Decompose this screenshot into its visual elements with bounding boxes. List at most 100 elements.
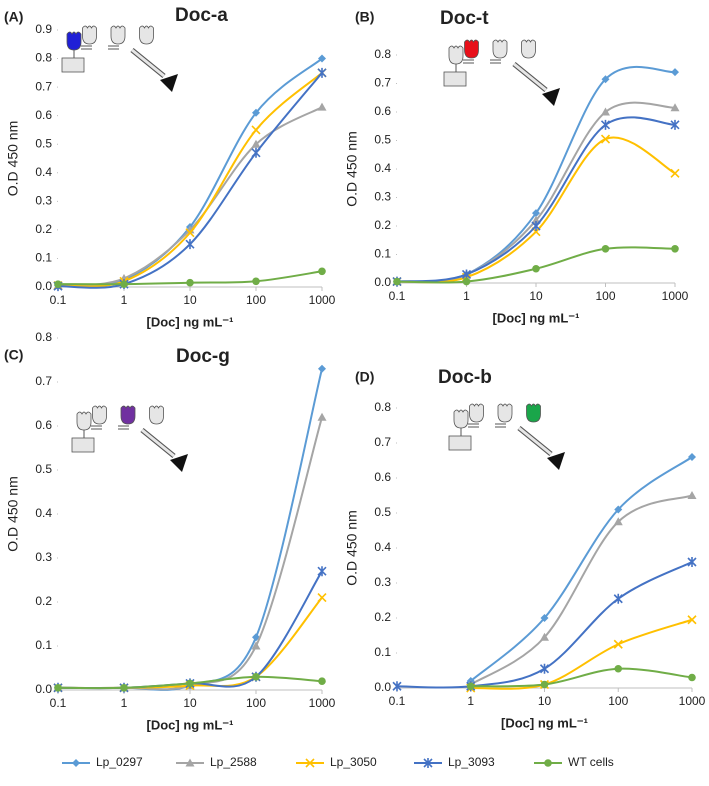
marker-x bbox=[613, 639, 623, 649]
y-tick-label: 0.7 bbox=[374, 435, 391, 449]
y-tick-label: 0.2 bbox=[35, 594, 52, 608]
marker-star bbox=[423, 758, 433, 768]
chart-title: Doc-b bbox=[438, 367, 492, 388]
x-tick-label: 100 bbox=[595, 289, 615, 303]
marker-diamond bbox=[688, 453, 696, 461]
marker-diamond bbox=[532, 209, 540, 218]
x-tick-label: 1 bbox=[467, 694, 474, 708]
x-tick-label: 10 bbox=[538, 694, 552, 708]
marker-circle bbox=[252, 277, 260, 286]
series-line bbox=[396, 246, 676, 284]
legend-label: WT cells bbox=[568, 755, 614, 769]
x-axis-label: [Doc] ng mL⁻¹ bbox=[501, 715, 588, 730]
chart-title: Doc-g bbox=[176, 346, 230, 367]
protein-icon bbox=[61, 25, 178, 92]
module bbox=[492, 39, 508, 59]
arrow-shaft-inner bbox=[513, 62, 547, 92]
series-line bbox=[396, 65, 676, 283]
y-tick-label: 0.8 bbox=[35, 51, 52, 65]
chart-title: Doc-t bbox=[440, 8, 489, 29]
module bbox=[464, 39, 479, 59]
marker-star bbox=[539, 663, 550, 674]
y-tick-label: 0.6 bbox=[374, 104, 391, 118]
y-tick-label: 0.6 bbox=[374, 470, 391, 484]
marker-triangle bbox=[613, 517, 623, 526]
marker-circle bbox=[120, 280, 128, 288]
series-line bbox=[470, 618, 693, 690]
y-tick-label: 0.1 bbox=[374, 645, 391, 659]
y-tick-label: 0.7 bbox=[374, 76, 391, 90]
arrow-shaft-inner bbox=[518, 426, 552, 456]
arrow-head bbox=[542, 88, 560, 106]
x-tick-label: 1 bbox=[121, 696, 128, 710]
marker-diamond bbox=[252, 633, 260, 642]
x-tick-label: 100 bbox=[246, 293, 266, 307]
x-tick-label: 0.1 bbox=[50, 293, 67, 307]
y-tick-label: 0.6 bbox=[35, 108, 52, 122]
y-axis-label: O.D 450 nm bbox=[344, 510, 360, 585]
marker-diamond bbox=[318, 54, 326, 63]
y-tick-label: 0.9 bbox=[35, 22, 52, 36]
y-tick-label: 0.3 bbox=[374, 190, 391, 204]
module bbox=[453, 409, 469, 429]
marker-star bbox=[600, 119, 611, 130]
marker-diamond bbox=[601, 75, 610, 84]
series-line bbox=[57, 57, 323, 288]
y-tick-label: 0.5 bbox=[35, 136, 52, 150]
base bbox=[71, 437, 95, 453]
x-tick-label: 1 bbox=[463, 289, 470, 303]
module bbox=[120, 405, 136, 425]
x-tick-label: 1000 bbox=[309, 696, 336, 710]
x-tick-label: 10 bbox=[529, 289, 543, 303]
y-tick-label: 0.3 bbox=[35, 550, 52, 564]
y-tick-label: 0.1 bbox=[35, 638, 52, 652]
marker-triangle bbox=[317, 412, 327, 421]
x-tick-label: 0.1 bbox=[389, 289, 406, 303]
protein-icon bbox=[448, 403, 565, 470]
module bbox=[76, 411, 92, 431]
marker-circle bbox=[120, 684, 128, 692]
module bbox=[149, 405, 164, 425]
panel-label: (A) bbox=[4, 9, 23, 25]
y-axis-label: O.D 450 nm bbox=[5, 476, 21, 551]
marker-star bbox=[531, 221, 541, 231]
x-axis-label: [Doc] ng mL⁻¹ bbox=[492, 310, 579, 325]
series-line bbox=[470, 456, 693, 682]
x-tick-label: 1 bbox=[121, 293, 128, 307]
marker-triangle bbox=[317, 102, 327, 111]
marker-star bbox=[613, 593, 623, 604]
marker-triangle bbox=[185, 758, 195, 767]
marker-x bbox=[305, 758, 315, 768]
marker-triangle bbox=[251, 641, 261, 650]
marker-circle bbox=[462, 277, 471, 286]
marker-triangle bbox=[601, 107, 610, 116]
module bbox=[521, 39, 536, 59]
legend-label: Lp_3093 bbox=[448, 755, 495, 769]
x-tick-label: 0.1 bbox=[389, 694, 406, 708]
marker-circle bbox=[466, 682, 475, 691]
module bbox=[110, 25, 126, 45]
panel-label: (D) bbox=[355, 369, 374, 385]
x-tick-label: 10 bbox=[183, 293, 197, 307]
marker-x bbox=[185, 228, 195, 238]
marker-diamond bbox=[671, 68, 679, 77]
series-line bbox=[57, 416, 323, 691]
marker-circle bbox=[540, 680, 549, 689]
arrow-shaft-inner bbox=[131, 48, 165, 78]
panel-label: (B) bbox=[355, 9, 374, 25]
legend-label: Lp_0297 bbox=[96, 755, 143, 769]
marker-triangle bbox=[687, 491, 697, 499]
module bbox=[139, 25, 154, 45]
marker-circle bbox=[54, 684, 62, 692]
marker-diamond bbox=[72, 759, 80, 767]
y-tick-label: 0.0 bbox=[35, 682, 52, 696]
series-line bbox=[396, 101, 676, 283]
arrow-head bbox=[547, 452, 565, 470]
marker-circle bbox=[54, 280, 62, 288]
x-tick-label: 1000 bbox=[679, 694, 706, 708]
x-tick-label: 100 bbox=[608, 694, 628, 708]
marker-star bbox=[670, 119, 680, 130]
module bbox=[448, 45, 464, 65]
legend-label: Lp_2588 bbox=[210, 755, 257, 769]
x-axis-label: [Doc] ng mL⁻¹ bbox=[146, 314, 233, 329]
